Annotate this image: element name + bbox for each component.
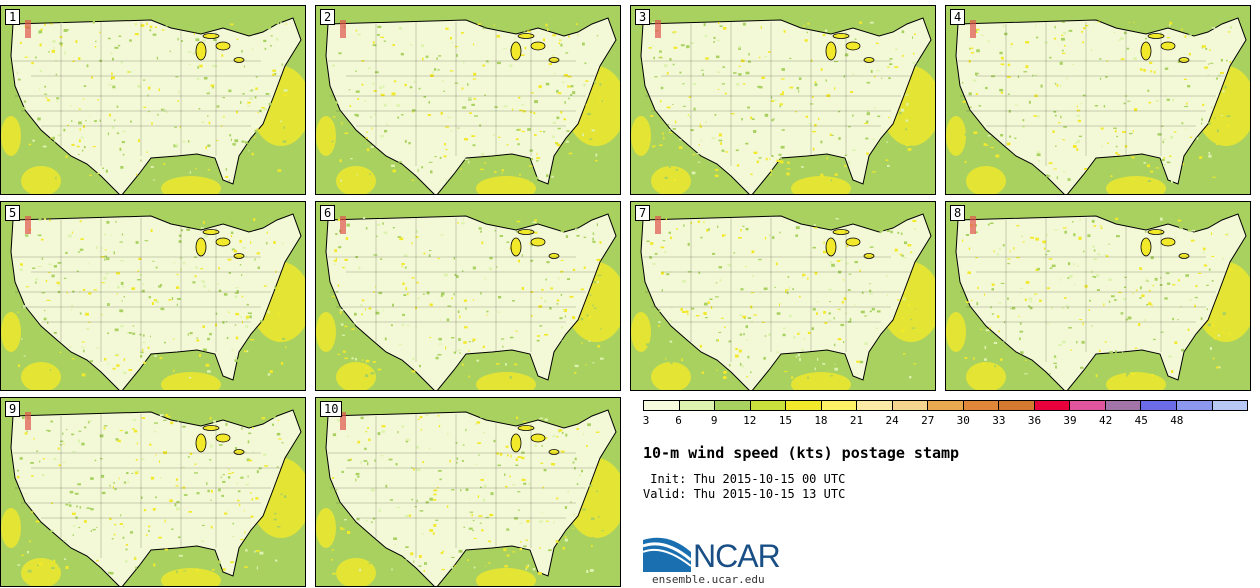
colorbar-segment	[963, 401, 1000, 410]
panel-number: 5	[5, 205, 21, 221]
postage-stamp-panel: 10	[315, 397, 621, 587]
postage-stamp-panel: 9	[0, 397, 306, 587]
colorbar-tick-label: 18	[814, 414, 828, 427]
colorbar-segment	[1105, 401, 1142, 410]
colorbar-tick-label: 6	[675, 414, 682, 427]
chart-title: 10-m wind speed (kts) postage stamp	[643, 444, 960, 462]
wind-speed-map	[631, 6, 935, 194]
postage-stamp-panel: 8	[945, 201, 1251, 391]
colorbar-segment	[1070, 401, 1106, 410]
postage-stamp-panel: 2	[315, 5, 621, 195]
panel-number: 2	[320, 9, 336, 25]
colorbar-labels: 3 6 9 12 15 18 21 24 27 30 33 36 39 42 45 48	[643, 414, 1248, 428]
postage-stamp-panel: 4	[945, 5, 1251, 195]
wind-speed-map	[316, 202, 620, 390]
colorbar-segment	[715, 401, 751, 410]
postage-stamp-panel: 6	[315, 201, 621, 391]
colorbar-segment	[679, 401, 716, 410]
postage-stamp-panel: 5	[0, 201, 306, 391]
colorbar-segment	[999, 401, 1035, 410]
colorbar-tick-label: 15	[778, 414, 792, 427]
colorbar-segment	[1176, 401, 1213, 410]
colorbar-tick-label: 45	[1134, 414, 1148, 427]
colorbar-tick-label: 33	[992, 414, 1006, 427]
logo-text: NCAR	[693, 538, 781, 574]
site-url: ensemble.ucar.edu	[652, 573, 765, 586]
panel-number: 8	[950, 205, 966, 221]
init-time: Init: Thu 2015-10-15 00 UTC	[643, 472, 846, 486]
colorbar-tick-label: 30	[956, 414, 970, 427]
wind-speed-map	[316, 6, 620, 194]
colorbar-segment	[857, 401, 893, 410]
panel-number: 1	[5, 9, 21, 25]
colorbar-tick-label: 39	[1063, 414, 1077, 427]
wind-speed-map	[631, 202, 935, 390]
colorbar-segment	[1034, 401, 1071, 410]
panel-number: 10	[320, 401, 343, 417]
colorbar-segment	[786, 401, 822, 410]
colorbar-tick-label: 48	[1170, 414, 1184, 427]
wind-speed-map	[316, 398, 620, 586]
valid-time: Valid: Thu 2015-10-15 13 UTC	[643, 487, 846, 501]
panel-number: 4	[950, 9, 966, 25]
wind-speed-map	[946, 202, 1250, 390]
colorbar-tick-label: 24	[885, 414, 899, 427]
colorbar-tick-label: 3	[642, 414, 650, 427]
panel-number: 6	[320, 205, 336, 221]
colorbar-tick-label: 21	[849, 414, 864, 427]
colorbar-segment	[892, 401, 929, 410]
wind-speed-map	[946, 6, 1250, 194]
colorbar-tick-label: 27	[921, 414, 935, 427]
colorbar-segment	[750, 401, 787, 410]
colorbar-tick-label: 9	[710, 414, 718, 427]
wind-speed-map	[1, 202, 305, 390]
panel-number: 9	[5, 401, 21, 417]
panel-number: 3	[635, 9, 651, 25]
colorbar-segment	[928, 401, 964, 410]
postage-stamp-panel: 3	[630, 5, 936, 195]
wind-speed-map	[1, 398, 305, 586]
wind-speed-map	[1, 6, 305, 194]
colorbar-segment	[821, 401, 858, 410]
panel-number: 7	[635, 205, 651, 221]
colorbar-segment	[1141, 401, 1177, 410]
colorbar-segment	[1212, 401, 1248, 410]
colorbar	[643, 400, 1248, 411]
colorbar-tick-label: 12	[743, 414, 757, 427]
colorbar-segment	[644, 401, 680, 410]
ncar-logo-icon	[643, 537, 692, 572]
postage-stamp-panel: 1	[0, 5, 306, 195]
colorbar-tick-label: 36	[1027, 414, 1042, 427]
colorbar-tick-label: 42	[1099, 414, 1113, 427]
postage-stamp-panel: 7	[630, 201, 936, 391]
